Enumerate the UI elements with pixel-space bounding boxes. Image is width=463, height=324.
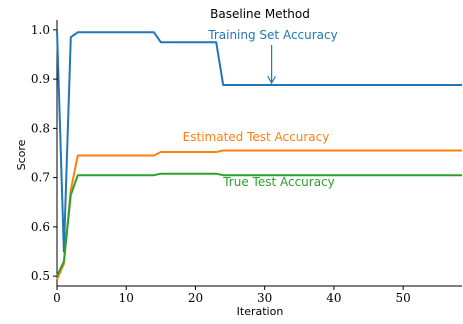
annotation-estimated-test-accuracy: Estimated Test Accuracy <box>183 130 330 144</box>
y-tick-label: 0.7 <box>31 171 50 185</box>
annotation-training-set-accuracy: Training Set Accuracy <box>207 28 337 42</box>
x-tick-label: 50 <box>396 291 411 305</box>
x-tick-label: 0 <box>53 291 61 305</box>
series-line-estimated-test-accuracy <box>56 149 462 281</box>
series-line-training-set-accuracy <box>56 29 462 253</box>
y-axis: 0.5 0.6 0.7 0.8 0.9 1.0 <box>31 20 58 286</box>
x-tick-label: 40 <box>326 291 341 305</box>
series-group <box>56 29 462 281</box>
y-tick-label: 0.5 <box>31 269 50 283</box>
x-axis: 0 10 20 30 40 50 <box>53 285 462 305</box>
chart-title: Baseline Method <box>210 7 310 21</box>
y-tick-label: 0.9 <box>31 72 50 86</box>
y-axis-title: Score <box>15 139 28 170</box>
series-line-true-test-accuracy <box>56 172 462 277</box>
x-axis-title: Iteration <box>237 305 284 318</box>
x-tick-label: 20 <box>188 291 203 305</box>
annotation-true-test-accuracy: True Test Accuracy <box>222 175 335 189</box>
y-tick-label: 0.8 <box>31 121 50 135</box>
y-tick-label: 1.0 <box>31 23 50 37</box>
y-tick-label: 0.6 <box>31 220 50 234</box>
x-tick-label: 30 <box>257 291 272 305</box>
x-tick-label: 10 <box>119 291 134 305</box>
